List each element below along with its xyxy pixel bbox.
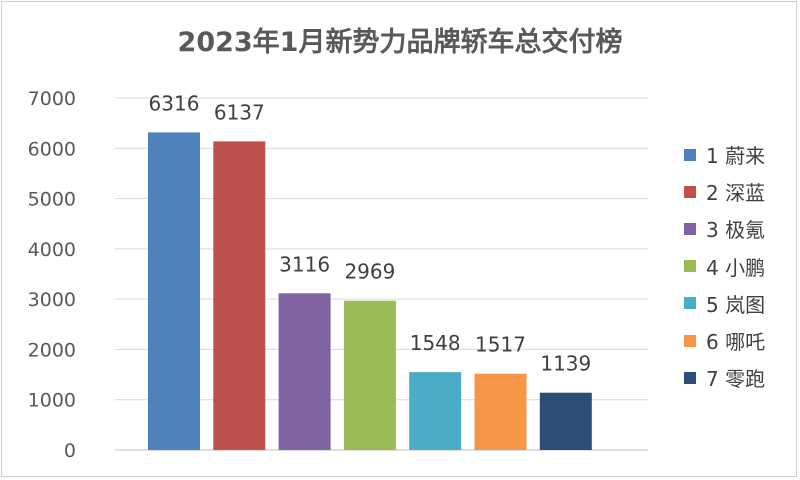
data-label: 6137 xyxy=(214,100,265,124)
legend-swatch xyxy=(684,222,696,235)
legend-swatch xyxy=(684,297,696,310)
legend-label: 4 小鹏 xyxy=(706,255,766,280)
bar xyxy=(278,293,331,450)
legend-label: 5 岚图 xyxy=(706,292,766,317)
data-label: 1139 xyxy=(540,352,591,376)
data-label: 3116 xyxy=(279,252,330,276)
y-tick-label: 2000 xyxy=(28,339,76,361)
legend-label: 3 极氪 xyxy=(706,218,766,243)
data-label: 2969 xyxy=(344,260,395,284)
legend-item: 4 小鹏 xyxy=(684,248,765,285)
bar xyxy=(539,392,592,450)
bar xyxy=(148,132,200,450)
y-tick-label: 7000 xyxy=(28,88,76,110)
y-tick-label: 5000 xyxy=(28,189,76,211)
legend-item: 5 岚图 xyxy=(684,285,765,322)
data-labels: 6316 6137 3116 2969 1548 1517 1139 xyxy=(149,91,592,375)
legend-label: 7 零跑 xyxy=(706,367,766,392)
legend-item: 7 零跑 xyxy=(684,359,765,396)
bar xyxy=(474,373,527,450)
legend-item: 1 蔚来 xyxy=(684,136,765,173)
data-label: 1517 xyxy=(475,333,526,357)
chart-title: 2023年1月新势力品牌轿车总交付榜 xyxy=(177,27,623,58)
legend-item: 3 极氪 xyxy=(684,210,765,247)
data-label: 6316 xyxy=(149,91,200,115)
bar xyxy=(213,141,266,450)
y-tick-label: 3000 xyxy=(28,289,76,311)
legend-label: 2 深蓝 xyxy=(706,181,766,206)
y-tick-label: 0 xyxy=(64,440,76,462)
legend-item: 2 深蓝 xyxy=(684,173,765,210)
y-tick-label: 4000 xyxy=(28,239,76,261)
bars xyxy=(148,132,592,450)
bar xyxy=(343,300,396,450)
legend-swatch xyxy=(684,334,696,347)
bar xyxy=(409,372,462,450)
y-tick-label: 1000 xyxy=(28,390,76,412)
legend-label: 1 蔚来 xyxy=(706,144,766,169)
data-label: 1548 xyxy=(410,331,461,355)
legend-swatch xyxy=(684,371,696,384)
legend: 1 蔚来 2 深蓝 3 极氪 4 小鹏 5 岚图 6 哪吒 7 零跑 xyxy=(684,136,765,396)
legend-swatch xyxy=(684,185,696,198)
y-axis: 0 1000 2000 3000 4000 5000 6000 7000 xyxy=(28,88,76,462)
legend-swatch xyxy=(684,148,696,161)
legend-item: 6 哪吒 xyxy=(684,322,765,359)
legend-label: 6 哪吒 xyxy=(706,330,766,355)
legend-swatch xyxy=(684,260,696,273)
y-tick-label: 6000 xyxy=(28,138,76,160)
